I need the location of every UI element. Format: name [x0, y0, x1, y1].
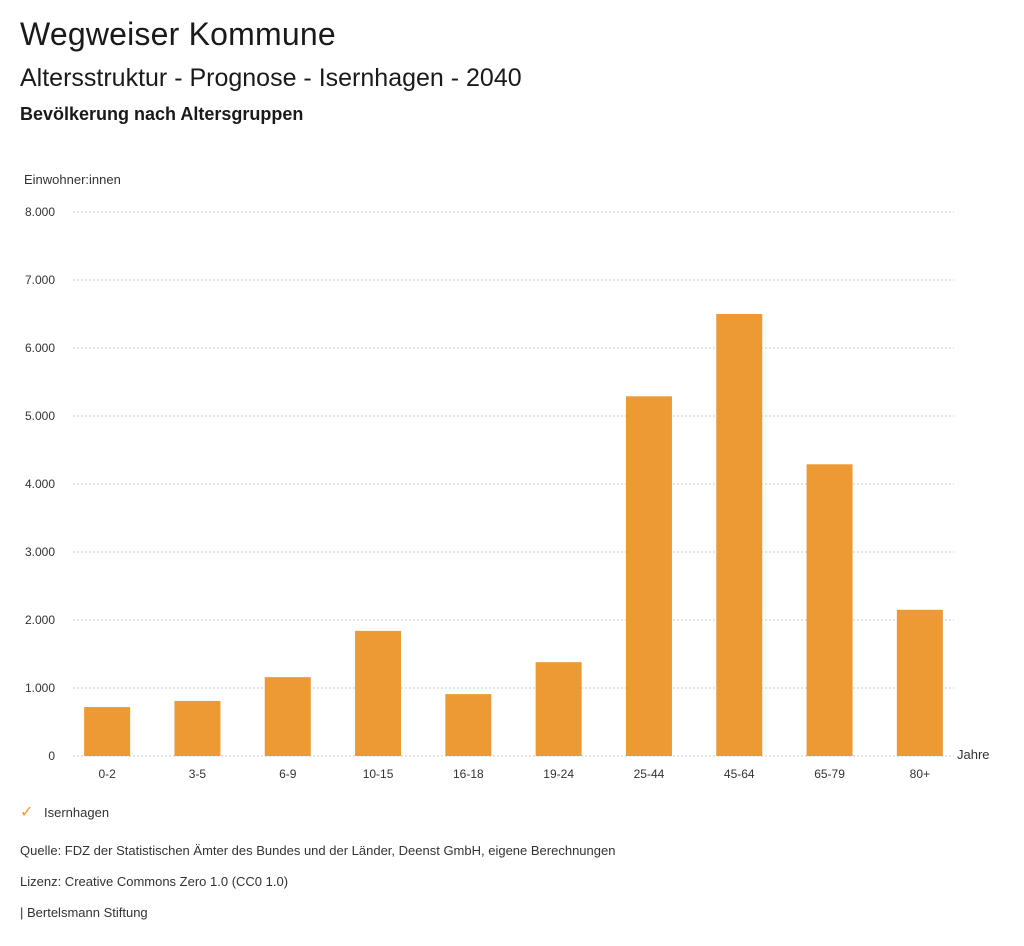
page-subtitle: Altersstruktur - Prognose - Isernhagen -… [20, 64, 522, 92]
bar-6-9[interactable] [264, 677, 311, 756]
license-note: Lizenz: Creative Commons Zero 1.0 (CC0 1… [20, 874, 289, 889]
x-axis-ticks: 0-2 3-5 6-9 10-15 16-18 19-24 25-44 45-64 65-79 8… [98, 767, 930, 781]
x-tick-label: 16-18 [453, 767, 484, 781]
bar-16-18[interactable] [445, 694, 492, 756]
x-tick-label: 19-24 [543, 767, 574, 781]
bar-80+[interactable] [896, 609, 943, 756]
x-tick-label: 3-5 [189, 767, 207, 781]
bar-25-44[interactable] [625, 396, 672, 756]
y-tick-label: 8.000 [25, 205, 55, 219]
source-note: Quelle: FDZ der Statistischen Ämter des … [20, 843, 616, 858]
bar-10-15[interactable] [355, 630, 402, 756]
x-axis-label: Jahre [957, 747, 990, 762]
y-tick-label: 4.000 [25, 477, 55, 491]
check-icon: ✓ [20, 804, 34, 821]
chart-heading: Bevölkerung nach Altersgruppen [20, 104, 304, 124]
x-tick-label: 0-2 [98, 767, 116, 781]
y-tick-label: 0 [48, 749, 55, 763]
x-tick-label: 65-79 [814, 767, 845, 781]
x-tick-label: 45-64 [724, 767, 755, 781]
x-tick-label: 10-15 [363, 767, 394, 781]
x-tick-label: 25-44 [634, 767, 665, 781]
y-axis-ticks: 0 1.000 2.000 3.000 4.000 5.000 6.000 7.000 8.00… [25, 205, 55, 763]
x-tick-label: 80+ [910, 767, 930, 781]
y-axis-label: Einwohner:innen [24, 172, 121, 187]
publisher-note: | Bertelsmann Stiftung [20, 905, 148, 920]
bar-45-64[interactable] [716, 314, 763, 756]
bar-19-24[interactable] [535, 662, 582, 756]
bar-65-79[interactable] [806, 464, 853, 756]
x-tick-label: 6-9 [279, 767, 297, 781]
y-tick-label: 5.000 [25, 409, 55, 423]
legend-label: Isernhagen [44, 804, 110, 820]
bars [84, 314, 943, 756]
y-tick-label: 2.000 [25, 613, 55, 627]
y-tick-label: 6.000 [25, 341, 55, 355]
y-tick-label: 1.000 [25, 681, 55, 695]
legend-item-isernhagen[interactable]: ✓ Isernhagen [20, 802, 109, 822]
bar-chart: 0 1.000 2.000 3.000 4.000 5.000 6.000 7.000 8.00… [24, 172, 990, 781]
bar-0-2[interactable] [84, 707, 131, 756]
page-title: Wegweiser Kommune [20, 16, 336, 52]
grid-lines [73, 211, 954, 757]
y-tick-label: 3.000 [25, 545, 55, 559]
bar-3-5[interactable] [174, 700, 221, 756]
y-tick-label: 7.000 [25, 273, 55, 287]
